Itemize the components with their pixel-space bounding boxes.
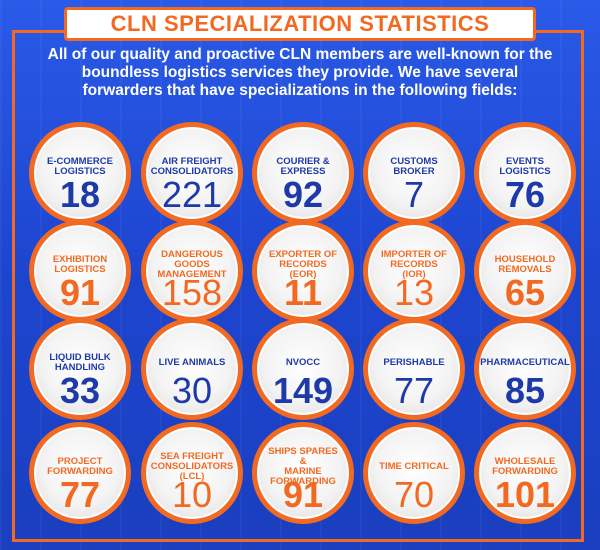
stat-value: 18: [59, 174, 101, 215]
stat-value: 11: [283, 272, 323, 313]
stat-circle: E-COMMERCE LOGISTICS 18: [29, 122, 131, 224]
stat-circle: PROJECT FORWARDING 77: [29, 422, 131, 524]
stat-label: LIVE ANIMALS: [158, 357, 226, 368]
stat-value: 91: [282, 474, 324, 515]
stat-label: EXHIBITION LOGISTICS: [52, 254, 108, 275]
stat-label: LIQUID BULK HANDLING: [49, 352, 111, 373]
stat-value: 77: [393, 370, 435, 411]
stat-circle: WHOLESALE FORWARDING 101: [474, 422, 576, 524]
stat-label: TIME CRITICAL: [379, 461, 449, 472]
stat-label: EVENTS LOGISTICS: [499, 156, 551, 177]
stat-circle: SHIPS SPARES & MARINE FORWARDING 91: [252, 422, 354, 524]
stat-value: 30: [171, 370, 213, 411]
stat-circle: PERISHABLE 77: [363, 318, 465, 420]
stat-label: PERISHABLE: [383, 357, 445, 368]
stat-value: 13: [393, 272, 435, 313]
stat-value: 91: [59, 272, 101, 313]
stat-value: 92: [282, 174, 324, 215]
stat-value: 76: [504, 174, 546, 215]
stat-label: HOUSEHOLD REMOVALS: [494, 254, 556, 275]
stat-label: IMPORTER OF RECORDS (IOR): [381, 249, 447, 280]
stat-label: SHIPS SPARES & MARINE FORWARDING: [268, 446, 338, 487]
stat-value: 101: [494, 474, 556, 515]
stat-circle: DANGEROUS GOODS MANAGEMENT 158: [141, 220, 243, 322]
stat-label: E-COMMERCE LOGISTICS: [47, 156, 113, 177]
stat-circle: EXPORTER OF RECORDS (EOR) 11: [252, 220, 354, 322]
stat-value: 221: [161, 174, 223, 215]
stat-value: 33: [59, 370, 101, 411]
stat-label: DANGEROUS GOODS MANAGEMENT: [157, 249, 227, 280]
stat-value: 70: [393, 474, 435, 515]
stat-label: CUSTOMS BROKER: [390, 156, 438, 177]
stat-circle: HOUSEHOLD REMOVALS 65: [474, 220, 576, 322]
stat-value: 7: [403, 174, 425, 215]
stat-value: 158: [161, 272, 223, 313]
stat-circle: SEA FREIGHT CONSOLIDATORS (LCL) 10: [141, 422, 243, 524]
stat-circle: CUSTOMS BROKER 7: [363, 122, 465, 224]
stat-value: 85: [504, 370, 546, 411]
stat-circle: PHARMACEUTICAL 85: [474, 318, 576, 420]
stat-circle: NVOCC 149: [252, 318, 354, 420]
stat-label: WHOLESALE FORWARDING: [492, 456, 558, 477]
stat-label: PROJECT FORWARDING: [47, 456, 113, 477]
stat-label: SEA FREIGHT CONSOLIDATORS (LCL): [150, 451, 234, 482]
stat-value: 149: [272, 370, 334, 411]
stat-label: PHARMACEUTICAL: [480, 357, 570, 368]
stat-value: 65: [504, 272, 546, 313]
stat-circle: LIVE ANIMALS 30: [141, 318, 243, 420]
stat-label: EXPORTER OF RECORDS (EOR): [268, 249, 338, 280]
stat-value: 10: [171, 474, 213, 515]
intro-text: All of our quality and proactive CLN mem…: [47, 46, 553, 99]
stat-label: NVOCC: [285, 357, 321, 368]
stat-circle: TIME CRITICAL 70: [363, 422, 465, 524]
stat-circle: AIR FREIGHT CONSOLIDATORS 221: [141, 122, 243, 224]
stat-circle: IMPORTER OF RECORDS (IOR) 13: [363, 220, 465, 322]
stat-circle: COURIER & EXPRESS 92: [252, 122, 354, 224]
stat-circle: LIQUID BULK HANDLING 33: [29, 318, 131, 420]
stat-circle: EVENTS LOGISTICS 76: [474, 122, 576, 224]
page-title: CLN SPECIALIZATION STATISTICS: [64, 7, 536, 41]
stat-circle: EXHIBITION LOGISTICS 91: [29, 220, 131, 322]
stat-label: COURIER & EXPRESS: [276, 156, 330, 177]
stat-label: AIR FREIGHT CONSOLIDATORS: [150, 156, 234, 177]
stat-value: 77: [59, 474, 101, 515]
